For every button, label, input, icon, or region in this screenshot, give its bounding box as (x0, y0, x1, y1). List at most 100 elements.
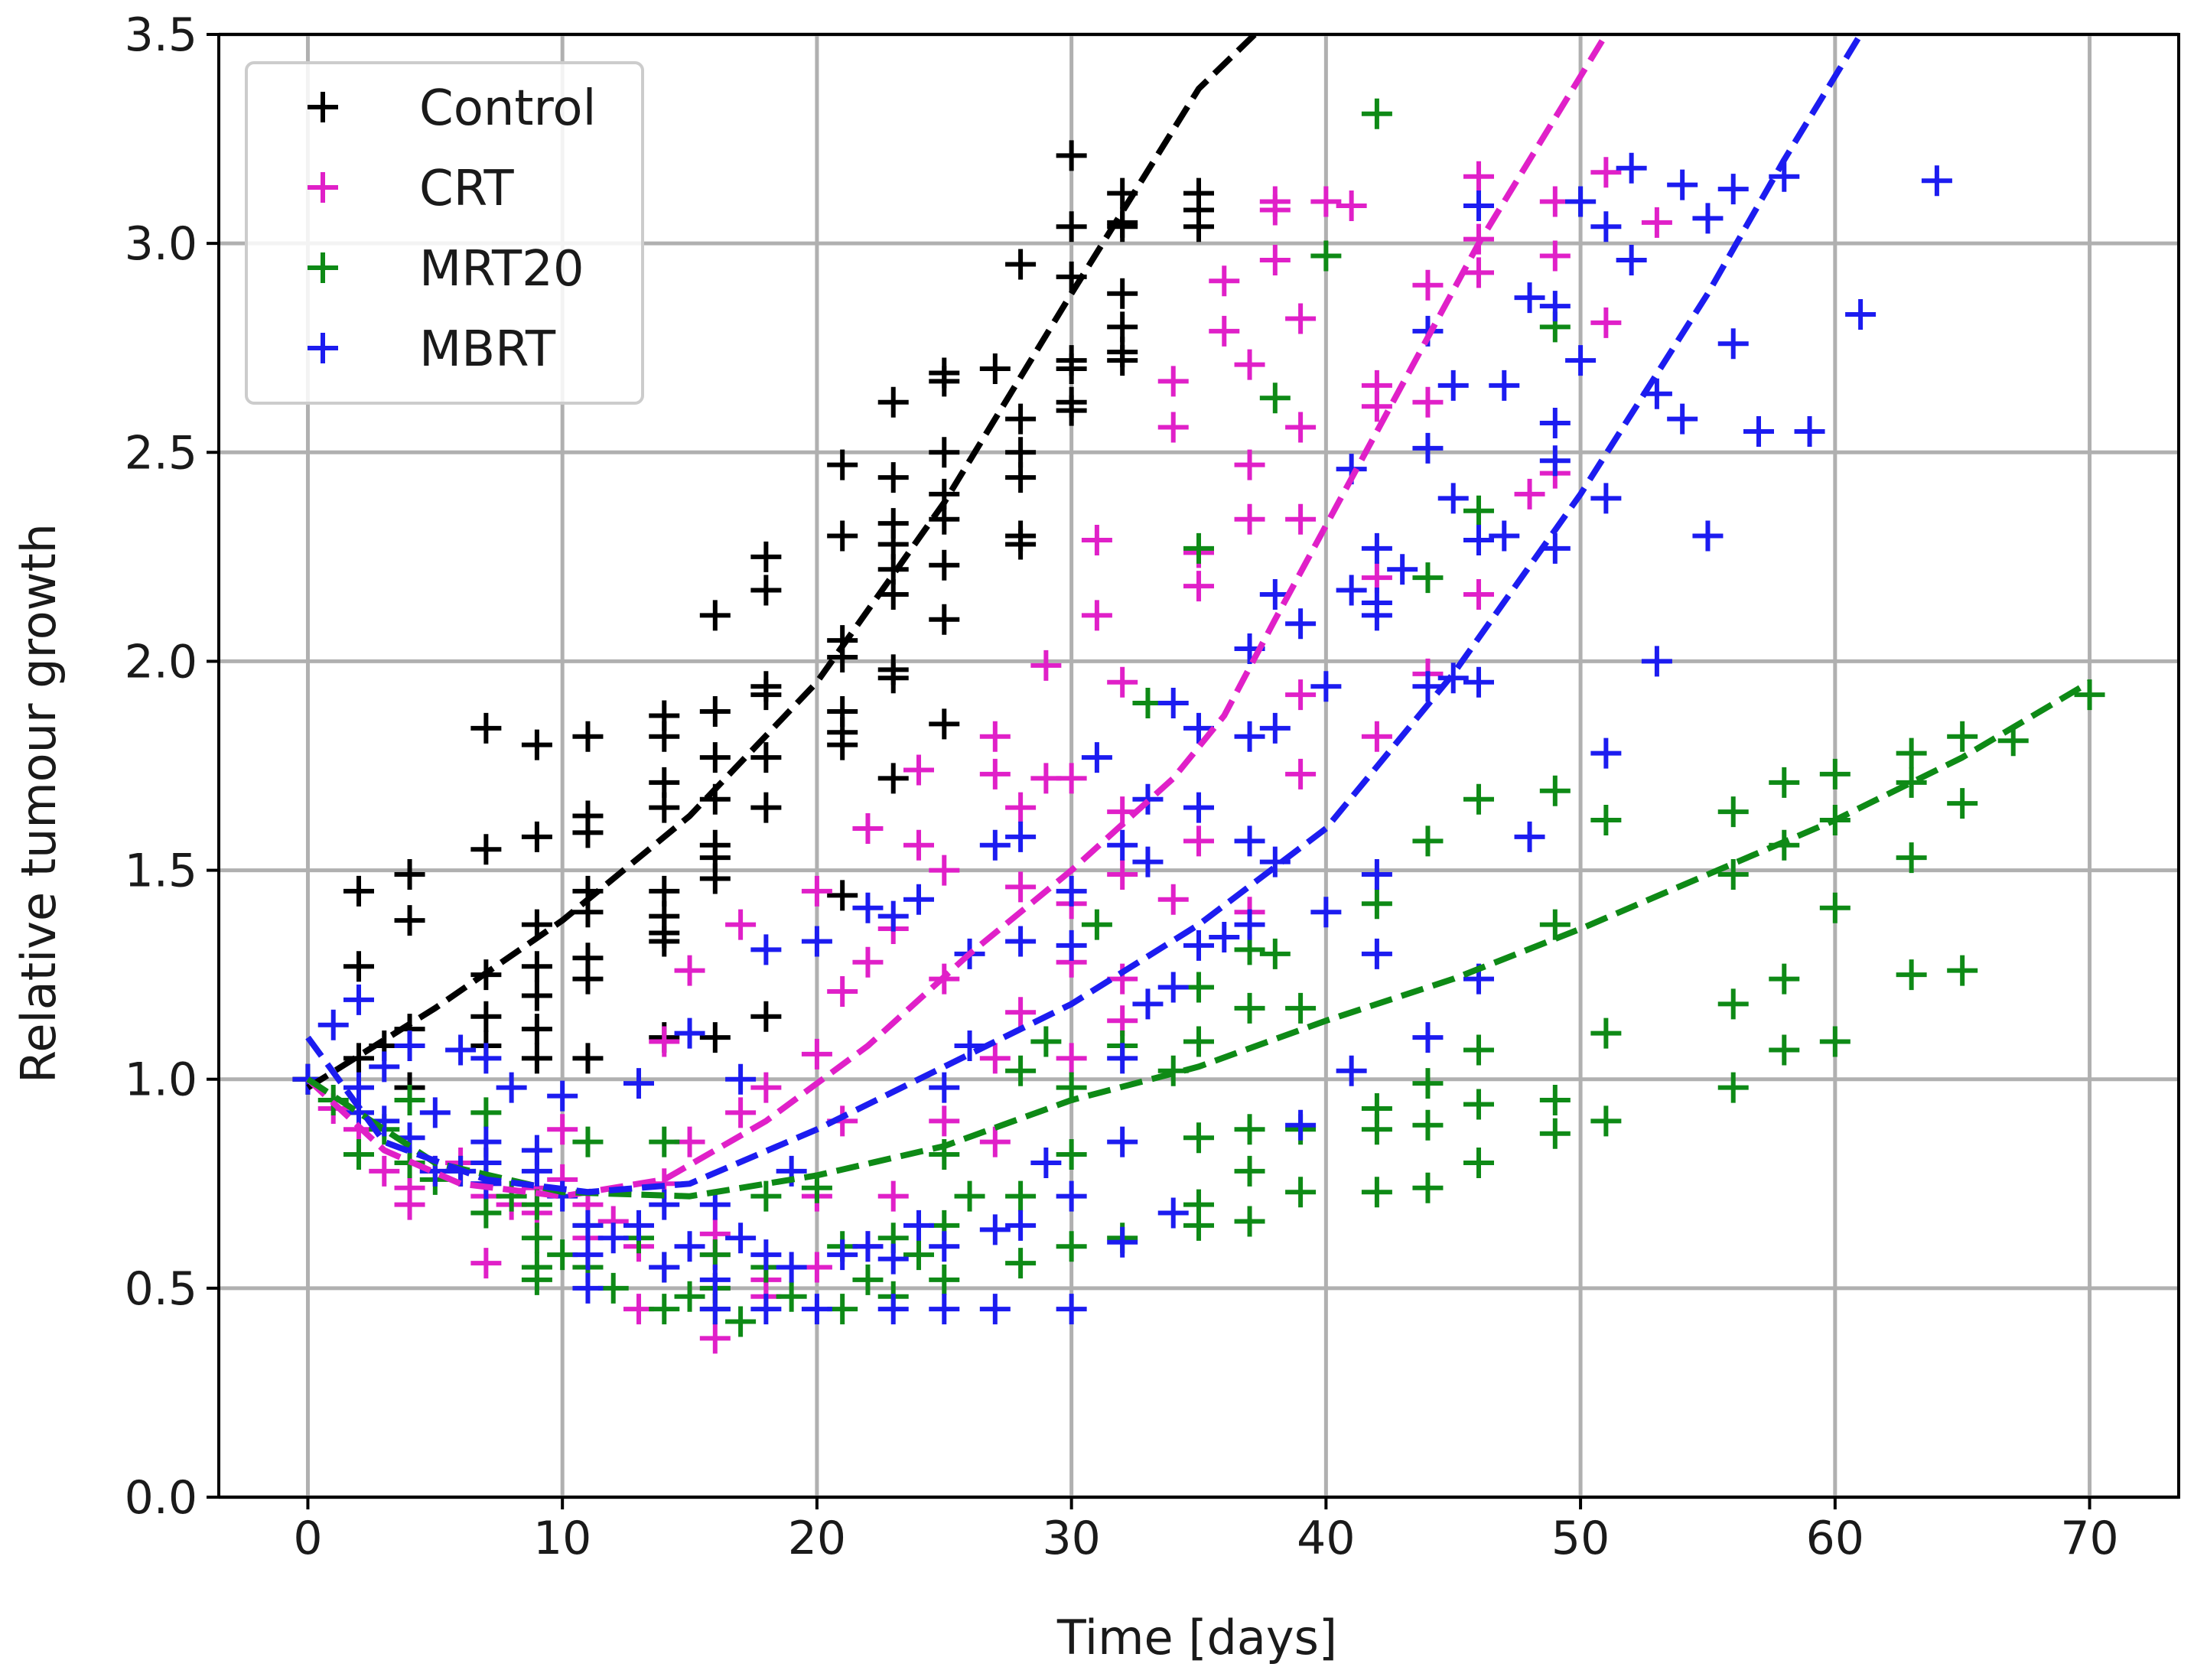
data-point-mrt20 (470, 1097, 502, 1128)
data-point-mbrt (1183, 930, 1214, 961)
data-point-mbrt (394, 1030, 425, 1062)
data-point-control (1056, 140, 1087, 171)
data-point-crt (852, 946, 884, 978)
data-point-crt (1030, 650, 1062, 681)
data-point-mrt20 (572, 1126, 604, 1157)
data-point-crt (1463, 257, 1494, 288)
data-point-mbrt (1539, 291, 1571, 322)
data-point-mbrt (1463, 666, 1494, 698)
data-point-mrt20 (1361, 1114, 1392, 1145)
data-point-mrt20 (1769, 963, 1800, 995)
data-point-mbrt (1489, 520, 1520, 552)
fit-curves (305, 34, 2091, 1200)
data-point-mbrt (1437, 370, 1469, 401)
data-point-control (827, 880, 858, 911)
data-point-mrt20 (1412, 1068, 1444, 1099)
data-point-crt (1005, 792, 1037, 823)
data-point-mbrt (1310, 671, 1342, 702)
data-point-crt (801, 875, 832, 907)
data-point-control (750, 792, 782, 823)
data-point-control (1107, 345, 1138, 376)
data-point-mbrt (1030, 1147, 1062, 1178)
data-point-control (470, 712, 502, 744)
data-point-crt (1157, 366, 1189, 397)
data-point-mbrt (343, 984, 374, 1015)
data-point-mbrt (725, 1223, 757, 1254)
fit-line-crt (305, 34, 1609, 1200)
legend: Control CRT MRT20 MBRT (245, 61, 644, 405)
data-point-mbrt (929, 1072, 960, 1103)
data-point-crt (1081, 600, 1112, 631)
y-tick-label: 0.0 (125, 1471, 197, 1525)
data-point-mbrt (521, 1155, 552, 1187)
data-point-mbrt (597, 1223, 629, 1254)
data-point-crt (1157, 884, 1189, 915)
data-point-mrt20 (394, 1085, 425, 1116)
data-point-control (979, 353, 1011, 385)
data-point-mbrt (1667, 403, 1698, 435)
data-point-crt (1590, 157, 1622, 188)
data-point-mrt20 (1234, 1114, 1265, 1145)
data-point-mbrt (674, 1017, 705, 1049)
data-point-mbrt (1056, 930, 1087, 961)
data-point-mbrt (877, 1294, 909, 1325)
y-tick-label: 1.5 (125, 845, 197, 898)
data-point-mbrt (1209, 921, 1240, 952)
fit-line-mbrt (305, 34, 1864, 1196)
data-point-mbrt (1539, 408, 1571, 439)
data-point-mbrt (979, 1214, 1011, 1245)
data-point-crt (547, 1114, 578, 1145)
x-axis-label: Time [days] (1056, 1610, 1337, 1665)
data-point-crt (1285, 758, 1317, 790)
data-point-mbrt (623, 1068, 654, 1099)
data-point-mbrt (674, 1231, 705, 1262)
data-point-mrt20 (1183, 532, 1214, 564)
data-point-crt (1285, 303, 1317, 334)
data-point-mrt20 (1463, 1147, 1494, 1178)
data-point-control (877, 462, 909, 493)
data-point-mrt20 (750, 1180, 782, 1212)
data-point-crt (1361, 721, 1392, 752)
data-point-mrt20 (1412, 562, 1444, 594)
data-point-control (572, 963, 604, 995)
data-point-mbrt (1412, 1022, 1444, 1053)
data-point-mbrt (750, 934, 782, 965)
data-point-control (1107, 278, 1138, 309)
data-point-crt (1310, 186, 1342, 217)
x-tick-label: 0 (293, 1512, 322, 1565)
data-point-control (699, 695, 731, 727)
data-point-control (929, 604, 960, 635)
data-point-mbrt (1285, 608, 1317, 640)
data-point-control (929, 549, 960, 581)
data-point-mrt20 (521, 1223, 552, 1254)
data-point-control (649, 792, 680, 823)
plot-area (292, 98, 2105, 1354)
data-point-mrt20 (1717, 1072, 1749, 1103)
data-point-control (750, 679, 782, 711)
data-point-mbrt (1616, 152, 1647, 184)
data-point-mbrt (419, 1097, 451, 1128)
data-point-mrt20 (1769, 1034, 1800, 1066)
data-point-mrt20 (1361, 1177, 1392, 1208)
data-point-control (521, 729, 552, 760)
data-point-mrt20 (1590, 1105, 1622, 1137)
data-point-mbrt (317, 1009, 349, 1040)
data-point-mbrt (1056, 875, 1087, 907)
data-point-mrt20 (649, 1294, 680, 1325)
data-point-mbrt (369, 1051, 400, 1083)
data-point-crt (1056, 1043, 1087, 1074)
data-point-mbrt (1132, 846, 1164, 877)
data-point-mrt20 (1590, 1017, 1622, 1049)
data-point-mrt20 (1259, 383, 1291, 414)
data-point-crt (1412, 386, 1444, 418)
data-point-crt (1209, 265, 1240, 297)
y-tick-label: 2.5 (125, 426, 197, 480)
data-point-control (572, 1043, 604, 1074)
data-point-crt (852, 812, 884, 844)
data-point-crt (1107, 666, 1138, 698)
data-point-control (394, 905, 425, 936)
data-point-mbrt (1132, 988, 1164, 1020)
data-point-mrt20 (1539, 1118, 1571, 1149)
data-point-control (521, 980, 552, 1011)
y-tick-label: 2.0 (125, 635, 197, 689)
